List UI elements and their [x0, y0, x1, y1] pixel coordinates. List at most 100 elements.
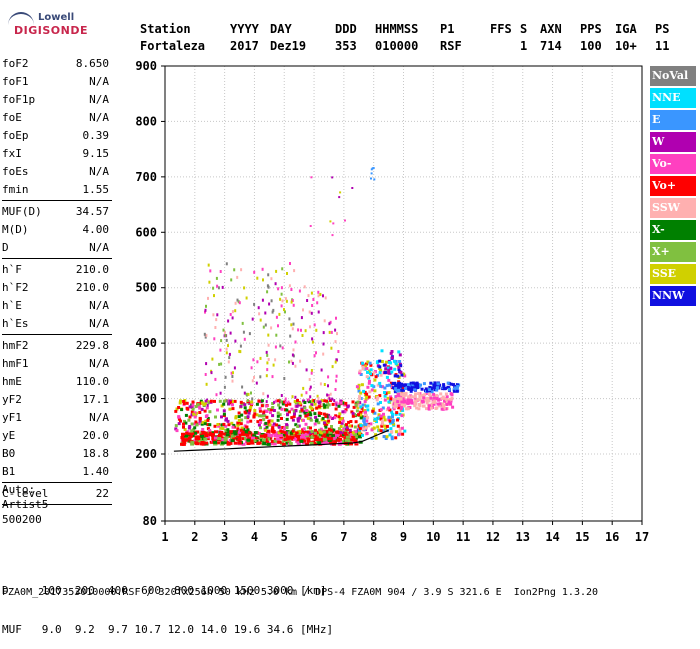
echo-point — [308, 405, 312, 409]
echo-point — [394, 436, 398, 440]
echo-point — [367, 381, 371, 385]
header-value-1: 2017 — [230, 39, 259, 53]
echo-point — [275, 423, 279, 427]
y-tick-label: 700 — [135, 170, 157, 184]
echo-point — [240, 432, 245, 436]
echo-point — [305, 442, 310, 446]
param-row: h`Es N/A — [2, 315, 112, 333]
echo-point — [343, 430, 348, 434]
legend-item-ssw: SSW — [650, 198, 696, 218]
echo-point — [228, 356, 231, 360]
echo-point — [231, 400, 234, 404]
echo-point — [256, 432, 261, 435]
echo-point — [198, 417, 202, 421]
echo-point — [367, 395, 371, 399]
echo-point — [234, 415, 238, 419]
echo-point — [296, 398, 299, 402]
echo-point — [294, 409, 298, 413]
echo-point — [272, 308, 275, 312]
echo-point — [401, 392, 405, 396]
echo-point — [392, 422, 395, 426]
echo-point — [303, 406, 307, 410]
echo-point — [202, 434, 206, 438]
header-value-8: 714 — [540, 39, 562, 53]
echo-point — [310, 291, 313, 295]
echo-point — [442, 406, 446, 410]
echo-point — [236, 298, 239, 302]
echo-point — [360, 383, 364, 387]
param-key: h`E — [2, 299, 22, 312]
echo-point — [292, 303, 295, 307]
echo-point — [327, 375, 330, 379]
param-row: fmin 1.55 — [2, 181, 112, 199]
echo-point — [264, 439, 269, 443]
echo-point — [231, 375, 234, 378]
echo-point — [263, 414, 267, 418]
echo-point — [269, 433, 274, 437]
echo-point — [262, 410, 266, 414]
echo-point — [369, 363, 373, 367]
echo-point — [332, 428, 336, 432]
echo-point — [322, 437, 327, 441]
echo-point — [292, 409, 296, 413]
echo-point — [316, 438, 321, 442]
echo-point — [384, 367, 388, 371]
echo-point — [366, 404, 370, 408]
echo-point — [384, 371, 387, 374]
echo-point — [177, 422, 181, 426]
echo-point — [358, 427, 362, 431]
echo-point — [181, 432, 185, 436]
echo-point — [400, 373, 404, 377]
param-separator — [2, 482, 112, 483]
echo-point — [298, 410, 302, 414]
param-value: N/A — [89, 111, 109, 124]
echo-point — [309, 413, 313, 417]
echo-point — [310, 311, 313, 315]
echo-point — [196, 437, 201, 440]
echo-point — [390, 430, 394, 434]
echo-point — [231, 407, 235, 411]
param-key: hmF1 — [2, 357, 29, 370]
echo-point — [274, 345, 277, 349]
echo-point — [187, 432, 192, 436]
echo-point — [404, 387, 408, 390]
param-row: foF1 N/A — [2, 73, 112, 91]
echo-point — [252, 358, 255, 362]
echo-point — [244, 416, 248, 420]
echo-point — [335, 316, 337, 320]
echo-point — [387, 378, 391, 382]
echo-point — [285, 299, 288, 303]
echo-point — [277, 324, 279, 328]
param-value: 4.00 — [82, 223, 110, 236]
echo-point — [309, 418, 313, 422]
echo-point — [177, 415, 181, 419]
echo-point — [225, 262, 228, 266]
header-label-5: P1 — [440, 22, 455, 36]
echo-point — [275, 437, 280, 441]
echo-point — [214, 377, 217, 381]
echo-point — [196, 403, 200, 407]
echo-point — [364, 364, 368, 368]
echo-point — [366, 408, 370, 412]
echo-point — [265, 425, 269, 429]
echo-point — [362, 417, 366, 421]
echo-point — [237, 436, 242, 440]
echo-point — [238, 301, 241, 305]
echo-point — [246, 399, 249, 402]
param-row: h`F2 210.0 — [2, 279, 112, 297]
param-row: D N/A — [2, 239, 112, 257]
echo-point — [296, 441, 301, 445]
echo-point — [295, 404, 299, 408]
echo-point — [440, 407, 444, 411]
param-value: N/A — [89, 411, 109, 424]
echo-point — [182, 402, 186, 405]
echo-point — [265, 350, 268, 354]
echo-point — [275, 315, 278, 319]
echo-point — [267, 333, 270, 337]
echo-point — [288, 360, 290, 364]
echo-point — [261, 298, 264, 302]
x-tick-label: 1 — [161, 530, 168, 544]
echo-point — [305, 409, 309, 412]
echo-point — [377, 413, 381, 417]
echo-point — [310, 403, 314, 407]
